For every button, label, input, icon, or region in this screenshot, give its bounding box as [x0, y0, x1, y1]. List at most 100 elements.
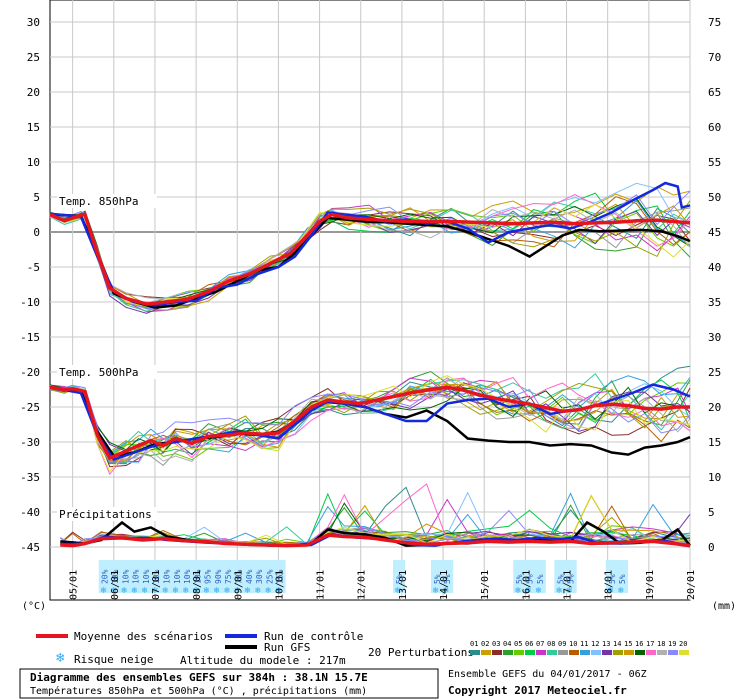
right-tick-label: 25	[708, 366, 721, 379]
snow-risk-pct: 20%	[101, 569, 110, 584]
t500-label-bg	[57, 365, 157, 379]
left-tick-label: -25	[20, 401, 40, 414]
perturbation-swatch	[558, 650, 568, 655]
snow-risk-pct: 5%	[608, 574, 617, 584]
left-tick-label: -30	[20, 436, 40, 449]
left-tick-label: -15	[20, 331, 40, 344]
snow-risk-pct: 10%	[132, 569, 141, 584]
snow-risk-pct: 90%	[214, 569, 223, 584]
perturbation-number: 17	[646, 640, 654, 648]
snow-risk-box	[119, 560, 132, 593]
snow-risk-box	[201, 560, 214, 593]
snow-risk-flake: ❄	[265, 586, 271, 596]
perturbation-swatch	[481, 650, 491, 655]
snow-risk-pct: 5%	[525, 574, 534, 584]
perturbation-number: 13	[602, 640, 610, 648]
right-tick-label: 35	[708, 296, 721, 309]
snow-risk-flake: ❄	[183, 586, 189, 596]
perturbation-19-t500	[49, 384, 691, 463]
x-tick-label: 11/01	[316, 570, 327, 600]
footer-box	[19, 668, 439, 699]
snow-risk-flake: ❄	[515, 586, 521, 596]
left-tick-label: -35	[20, 471, 40, 484]
right-tick-label: 20	[708, 401, 721, 414]
snow-risk-pct: 5%	[443, 574, 452, 584]
snow-risk-flake: ❄	[204, 586, 210, 596]
right-tick-label: 55	[708, 156, 721, 169]
snowflake-icon: ❄	[56, 650, 65, 666]
precip-label: Précipitations	[59, 508, 152, 521]
perturbation-number: 03	[492, 640, 500, 648]
x-tick-label: 16/01	[521, 570, 532, 600]
snow-risk-box	[441, 560, 454, 593]
snow-risk-box	[616, 560, 629, 593]
snow-risk-box	[242, 560, 255, 593]
perturbation-number: 20	[679, 640, 687, 648]
right-tick-label: 45	[708, 226, 721, 239]
snow-risk-box	[139, 560, 152, 593]
perturbation-swatch	[492, 650, 502, 655]
mean-precip-line	[60, 533, 691, 548]
snow-risk-box	[523, 560, 536, 593]
x-tick-label: 17/01	[563, 570, 574, 600]
snow-risk-flake: ❄	[173, 586, 179, 596]
x-tick-label: 06/01	[110, 570, 121, 600]
right-tick-label: 5	[708, 506, 715, 519]
snow-risk-pct: 75%	[224, 569, 233, 584]
x-tick-label: 10/01	[274, 570, 285, 600]
snow-risk-pct: 10%	[142, 569, 151, 584]
x-tick-label: 08/01	[192, 570, 203, 600]
perturbation-number: 11	[580, 640, 588, 648]
perturbation-swatches: 01 02 03 04 05 06 07 08 09 10 11 12 13 14 15 16 17 18 19 20	[470, 640, 689, 655]
x-tick-label: 15/01	[480, 570, 491, 600]
perturbation-number: 07	[536, 640, 544, 648]
legend-control: Run de contrôle	[264, 630, 363, 643]
perturbation-swatch	[624, 650, 634, 655]
snow-risk-pct: 5%	[567, 574, 576, 584]
perturbation-swatch	[569, 650, 579, 655]
snow-risk-box	[393, 560, 406, 593]
snow-risk-row: 20%❄10%❄10%❄10%❄10%❄10%❄10%❄10%❄10%❄10%❄…	[98, 560, 629, 596]
perturbation-swatch	[580, 650, 590, 655]
perturbation-number: 10	[569, 640, 577, 648]
snow-risk-box	[191, 560, 204, 593]
snow-risk-pct: 5%	[395, 574, 404, 584]
snow-risk-box	[273, 560, 286, 593]
perturbation-swatch	[470, 650, 480, 655]
snow-risk-box	[430, 560, 443, 593]
legend-altitude: Altitude du modele : 217m	[180, 654, 346, 667]
snow-risk-flake: ❄	[618, 586, 624, 596]
snow-risk-box	[564, 560, 577, 593]
snow-risk-pct: 10%	[111, 569, 120, 584]
snow-risk-box	[170, 560, 183, 593]
snow-risk-flake: ❄	[224, 586, 230, 596]
left-tick-label: -10	[20, 296, 40, 309]
right-tick-label: 75	[708, 16, 721, 29]
perturbation-20-t500	[49, 375, 691, 473]
left-tick-label: 20	[27, 86, 40, 99]
legend-perturbations: 20 Perturbations	[368, 646, 474, 659]
main-series	[49, 181, 691, 548]
snow-risk-flake: ❄	[567, 586, 573, 596]
perturbation-12-t500	[49, 377, 691, 464]
snow-risk-flake: ❄	[142, 586, 148, 596]
snow-risk-flake: ❄	[235, 586, 241, 596]
snow-risk-box	[181, 560, 194, 593]
perturbation-number: 02	[481, 640, 489, 648]
snow-risk-pct: 25%	[265, 569, 274, 584]
perturbation-number: 05	[514, 640, 522, 648]
snow-risk-pct: 5%	[536, 574, 545, 584]
x-tick-label: 05/01	[69, 570, 80, 600]
t850-label: Temp. 850hPa	[59, 195, 138, 208]
snow-risk-box	[160, 560, 173, 593]
perturbation-swatch	[668, 650, 678, 655]
x-tick-label: 14/01	[439, 570, 450, 600]
snow-risk-pct: 70%	[235, 569, 244, 584]
perturbation-17-t850	[49, 194, 691, 306]
snow-risk-box	[232, 560, 245, 593]
snow-risk-pct: 10%	[152, 569, 161, 584]
right-tick-label: 65	[708, 86, 721, 99]
x-tick-label: 20/01	[686, 570, 697, 600]
snow-risk-box	[513, 560, 526, 593]
left-tick-label: 25	[27, 51, 40, 64]
